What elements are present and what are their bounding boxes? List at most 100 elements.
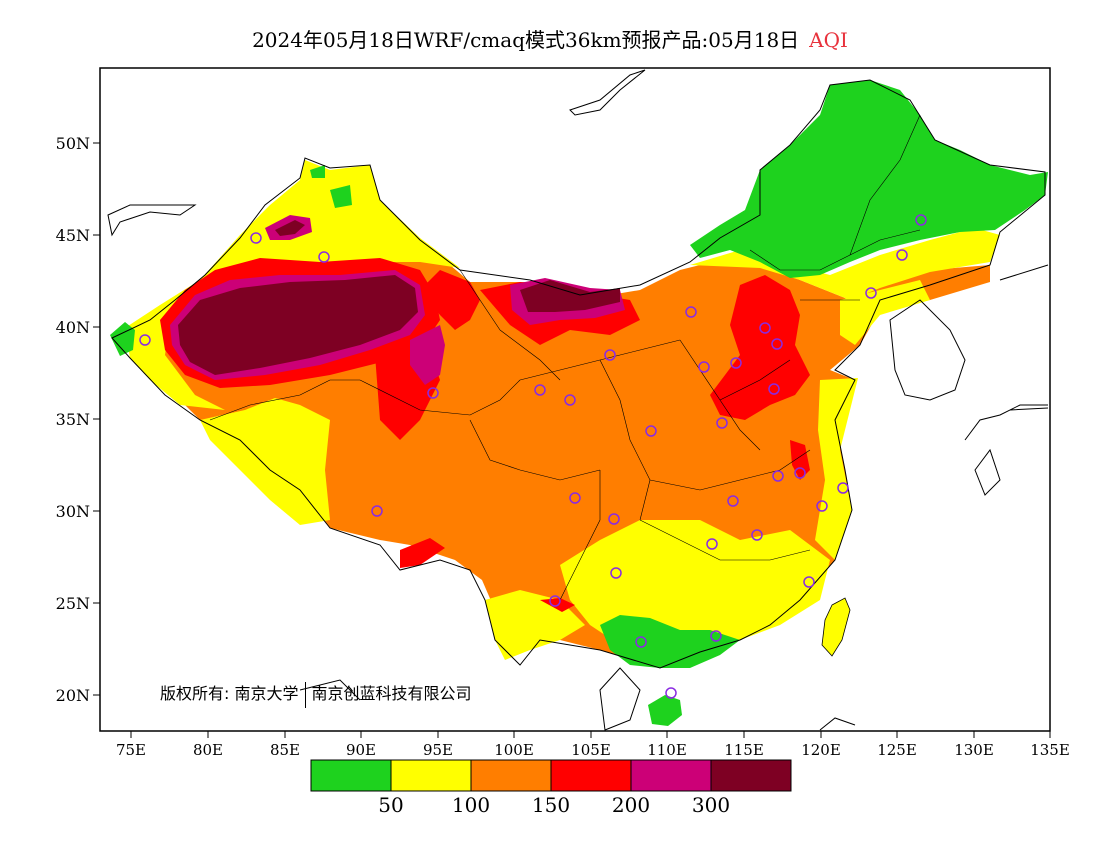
station-marker <box>604 349 616 361</box>
station-marker <box>569 492 581 504</box>
region-aqi-yellow-west <box>125 160 460 410</box>
legend-swatch <box>630 759 712 792</box>
station-marker <box>564 394 576 406</box>
station-marker <box>915 214 927 226</box>
lon-label: 115E <box>724 741 764 759</box>
copyright-notice: 版权所有: 南京大学 南京创蓝科技有限公司 <box>160 680 472 708</box>
station-marker <box>710 630 722 642</box>
region-aqi-green-altai <box>310 165 352 208</box>
station-marker <box>685 306 697 318</box>
region-aqi-yellow-northeast <box>690 228 1000 300</box>
station-marker <box>427 387 439 399</box>
legend-swatch <box>710 759 792 792</box>
lat-label: 20N <box>56 686 90 705</box>
longitude-axis: 75E 80E 85E 90E 95E 100E 105E 110E 115E … <box>116 731 1070 759</box>
region-aqi-red-beijing <box>710 275 810 420</box>
legend-threshold: 200 <box>612 793 650 817</box>
legend-threshold: 150 <box>532 793 570 817</box>
station-marker <box>716 417 728 429</box>
station-marker <box>794 467 806 479</box>
region-aqi-magenta-qaidam <box>410 325 445 385</box>
station-marker <box>865 287 877 299</box>
station-marker <box>371 505 383 517</box>
region-aqi-yellow-tibet <box>200 398 330 525</box>
station-marker <box>698 361 710 373</box>
lat-label: 30N <box>56 502 90 521</box>
region-taiwan <box>821 597 851 657</box>
station-marker <box>706 538 718 550</box>
station-marker <box>635 636 647 648</box>
province-boundaries <box>209 114 921 601</box>
lon-label: 120E <box>801 741 841 759</box>
station-markers <box>139 214 927 699</box>
lon-label: 105E <box>571 741 611 759</box>
legend-threshold: 100 <box>452 793 490 817</box>
station-marker <box>549 595 561 607</box>
region-aqi-red-anhui <box>790 440 810 480</box>
map-title: 2024年05月18日WRF/cmaq模式36km预报产品:05月18日 AQI <box>0 24 1100 53</box>
station-marker <box>645 425 657 437</box>
station-marker <box>816 500 828 512</box>
title-text: 2024年05月18日WRF/cmaq模式36km预报产品:05月18日 <box>252 28 800 52</box>
region-aqi-green-guangxi <box>600 615 740 668</box>
china-outline <box>111 79 1046 669</box>
lat-label: 50N <box>56 134 90 153</box>
region-aqi-red-tibet-south <box>400 538 445 568</box>
legend-swatch <box>310 759 392 792</box>
legend-swatch <box>550 759 632 792</box>
coastline-borders-north <box>107 69 646 237</box>
lat-label: 40N <box>56 318 90 337</box>
lon-label: 110E <box>647 741 687 759</box>
station-marker <box>250 232 262 244</box>
title-indicator: AQI <box>809 28 848 52</box>
coastline-korea-japan <box>889 264 1049 496</box>
region-aqi-green-hainan <box>648 695 682 726</box>
copyright-prefix: 版权所有: <box>160 684 230 703</box>
lat-label: 25N <box>56 594 90 613</box>
copyright-separator <box>304 681 306 708</box>
region-aqi-red-gansu <box>420 270 480 330</box>
lat-label: 45N <box>56 226 90 245</box>
station-marker <box>772 470 784 482</box>
lon-label: 130E <box>954 741 994 759</box>
station-marker <box>759 322 771 334</box>
lon-label: 125E <box>877 741 917 759</box>
copyright-owner-company: 南京创蓝科技有限公司 <box>311 684 472 703</box>
lat-label: 35N <box>56 410 90 429</box>
aqi-field <box>107 69 1049 731</box>
station-marker <box>730 357 742 369</box>
region-aqi-darkred-alxa <box>520 280 620 312</box>
lon-label: 80E <box>193 741 223 759</box>
latitude-axis: 50N 45N 40N 35N 30N 25N 20N <box>56 134 100 705</box>
station-marker <box>768 383 780 395</box>
region-aqi-yellow-coast <box>815 378 858 560</box>
station-marker <box>665 687 677 699</box>
legend-threshold: 300 <box>692 793 730 817</box>
lon-label: 75E <box>116 741 146 759</box>
station-marker <box>803 576 815 588</box>
legend-swatch <box>390 759 472 792</box>
lon-label: 85E <box>270 741 300 759</box>
coastline-southeast-asia <box>299 667 856 731</box>
region-aqi-green-northeast <box>690 80 1048 278</box>
region-aqi-darkred-dzungaria <box>275 220 305 236</box>
legend-swatch <box>470 759 552 792</box>
region-aqi-darkred-tarim <box>178 275 418 375</box>
region-aqi-yellow-liaodong <box>840 280 930 345</box>
lon-label: 90E <box>346 741 376 759</box>
aqi-legend: 50 100 150 200 300 <box>310 759 792 817</box>
copyright-owner-university: 南京大学 <box>234 684 299 703</box>
station-marker <box>751 529 763 541</box>
station-marker <box>837 482 849 494</box>
lon-label: 95E <box>423 741 453 759</box>
station-marker <box>610 567 622 579</box>
legend-threshold: 50 <box>378 793 403 817</box>
station-marker <box>727 495 739 507</box>
station-marker <box>896 249 908 261</box>
lon-label: 135E <box>1030 741 1070 759</box>
lon-label: 100E <box>494 741 534 759</box>
station-marker <box>534 384 546 396</box>
station-marker <box>139 334 151 346</box>
station-marker <box>318 251 330 263</box>
